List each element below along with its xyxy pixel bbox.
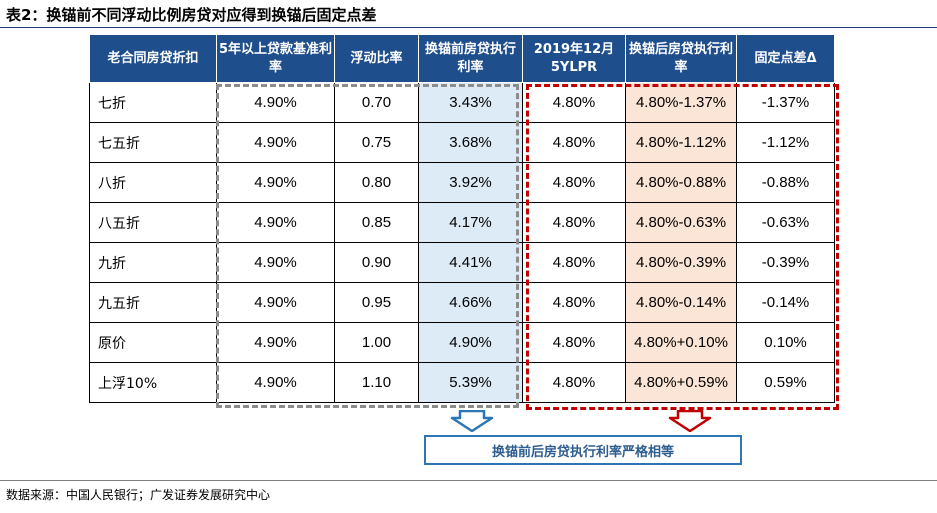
down-arrow-blue-icon — [450, 410, 494, 432]
down-arrow-red-icon — [668, 410, 712, 432]
post-rate-cell: 4.80%+0.10% — [625, 322, 737, 363]
discount-cell: 九折 — [89, 242, 217, 283]
spread-cell: -0.88% — [736, 162, 835, 203]
float-ratio-cell: 0.70 — [334, 82, 419, 123]
pre-rate-cell: 4.66% — [418, 282, 523, 323]
header-post-rate: 换锚后房贷执行利率 — [625, 34, 737, 83]
table-row: 七折 4.90% 0.70 3.43% 4.80% 4.80%-1.37% -1.37% — [89, 82, 835, 123]
pre-rate-cell: 4.41% — [418, 242, 523, 283]
float-ratio-cell: 0.80 — [334, 162, 419, 203]
figure-title: 表2：换锚前不同浮动比例房贷对应得到换锚后固定点差 — [6, 6, 377, 24]
table-row: 七五折 4.90% 0.75 3.68% 4.80% 4.80%-1.12% -1.12% — [89, 122, 835, 163]
post-rate-cell: 4.80%-0.14% — [625, 282, 737, 323]
header-base-rate: 5年以上贷款基准利率 — [216, 34, 335, 83]
header-lpr: 2019年12月5YLPR — [522, 34, 626, 83]
spread-cell: -0.63% — [736, 202, 835, 243]
lpr-cell: 4.80% — [522, 322, 626, 363]
pre-rate-cell: 3.68% — [418, 122, 523, 163]
float-ratio-cell: 0.90 — [334, 242, 419, 283]
discount-cell: 原价 — [89, 322, 217, 363]
spread-cell: 0.10% — [736, 322, 835, 363]
base-rate-cell: 4.90% — [216, 82, 335, 123]
header-row: 老合同房贷折扣 5年以上贷款基准利率 浮动比率 换锚前房贷执行利率 2019年1… — [89, 34, 835, 83]
base-rate-cell: 4.90% — [216, 242, 335, 283]
base-rate-cell: 4.90% — [216, 282, 335, 323]
discount-cell: 八五折 — [89, 202, 217, 243]
table-row: 原价 4.90% 1.00 4.90% 4.80% 4.80%+0.10% 0.10% — [89, 322, 835, 363]
table-row: 八折 4.90% 0.80 3.92% 4.80% 4.80%-0.88% -0.88% — [89, 162, 835, 203]
lpr-cell: 4.80% — [522, 282, 626, 323]
base-rate-cell: 4.90% — [216, 322, 335, 363]
table-row: 九五折 4.90% 0.95 4.66% 4.80% 4.80%-0.14% -0.14% — [89, 282, 835, 323]
discount-cell: 九五折 — [89, 282, 217, 323]
header-pre-rate: 换锚前房贷执行利率 — [418, 34, 523, 83]
equality-note-text: 换锚前后房贷执行利率严格相等 — [491, 444, 674, 460]
float-ratio-cell: 0.95 — [334, 282, 419, 323]
discount-cell: 七五折 — [89, 122, 217, 163]
header-float-ratio: 浮动比率 — [334, 34, 419, 83]
table-row: 八五折 4.90% 0.85 4.17% 4.80% 4.80%-0.63% -0.63% — [89, 202, 835, 243]
post-rate-cell: 4.80%-0.39% — [625, 242, 737, 283]
lpr-cell: 4.80% — [522, 162, 626, 203]
spread-cell: -1.12% — [736, 122, 835, 163]
table-row: 上浮10% 4.90% 1.10 5.39% 4.80% 4.80%+0.59% 0.59% — [89, 362, 835, 403]
pre-rate-cell: 4.90% — [418, 322, 523, 363]
pre-rate-cell: 3.92% — [418, 162, 523, 203]
spread-cell: -0.39% — [736, 242, 835, 283]
float-ratio-cell: 1.00 — [334, 322, 419, 363]
float-ratio-cell: 0.75 — [334, 122, 419, 163]
header-spread: 固定点差Δ — [736, 34, 835, 83]
spread-cell: -1.37% — [736, 82, 835, 123]
discount-cell: 七折 — [89, 82, 217, 123]
base-rate-cell: 4.90% — [216, 162, 335, 203]
title-divider — [0, 27, 937, 28]
footer-divider — [0, 480, 937, 481]
post-rate-cell: 4.80%+0.59% — [625, 362, 737, 403]
post-rate-cell: 4.80%-0.88% — [625, 162, 737, 203]
pre-rate-cell: 5.39% — [418, 362, 523, 403]
rate-table: 老合同房贷折扣 5年以上贷款基准利率 浮动比率 换锚前房贷执行利率 2019年1… — [89, 34, 835, 403]
base-rate-cell: 4.90% — [216, 122, 335, 163]
post-rate-cell: 4.80%-1.37% — [625, 82, 737, 123]
float-ratio-cell: 1.10 — [334, 362, 419, 403]
discount-cell: 八折 — [89, 162, 217, 203]
spread-cell: -0.14% — [736, 282, 835, 323]
discount-cell: 上浮10% — [89, 362, 217, 403]
base-rate-cell: 4.90% — [216, 362, 335, 403]
pre-rate-cell: 4.17% — [418, 202, 523, 243]
header-old-discount: 老合同房贷折扣 — [89, 34, 217, 83]
post-rate-cell: 4.80%-1.12% — [625, 122, 737, 163]
pre-rate-cell: 3.43% — [418, 82, 523, 123]
lpr-cell: 4.80% — [522, 202, 626, 243]
lpr-cell: 4.80% — [522, 122, 626, 163]
data-source: 数据来源：中国人民银行；广发证券发展研究中心 — [6, 488, 271, 502]
post-rate-cell: 4.80%-0.63% — [625, 202, 737, 243]
spread-cell: 0.59% — [736, 362, 835, 403]
lpr-cell: 4.80% — [522, 362, 626, 403]
table-row: 九折 4.90% 0.90 4.41% 4.80% 4.80%-0.39% -0.39% — [89, 242, 835, 283]
float-ratio-cell: 0.85 — [334, 202, 419, 243]
lpr-cell: 4.80% — [522, 82, 626, 123]
lpr-cell: 4.80% — [522, 242, 626, 283]
base-rate-cell: 4.90% — [216, 202, 335, 243]
equality-note: 换锚前后房贷执行利率严格相等 — [424, 435, 742, 465]
